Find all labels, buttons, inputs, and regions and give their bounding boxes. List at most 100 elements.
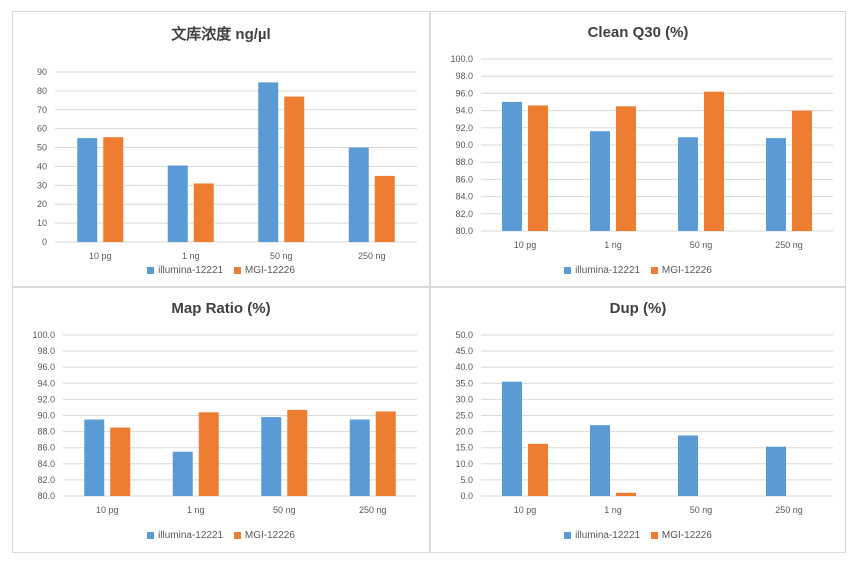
x-tick-label: 1 ng (182, 251, 200, 261)
y-tick-label: 94.0 (37, 378, 55, 388)
y-tick-label: 90.0 (37, 411, 55, 421)
y-tick-label: 30 (37, 180, 47, 190)
bar-mgi (193, 183, 214, 242)
bar-mgi (528, 443, 548, 496)
y-tick-label: 92.0 (37, 394, 55, 404)
bar-mgi (704, 91, 724, 232)
bar-illumina (349, 419, 370, 496)
legend-swatch (564, 532, 572, 539)
chart-legend: illumina-12221 MGI-12226 (431, 530, 845, 542)
bar-mgi (284, 96, 305, 242)
y-tick-label: 20 (37, 199, 47, 209)
y-tick-label: 50 (37, 143, 47, 153)
y-tick-label: 35.0 (455, 378, 473, 388)
bar-mgi (616, 492, 636, 496)
y-tick-label: 82.0 (37, 475, 55, 485)
y-tick-label: 82.0 (455, 209, 473, 219)
y-tick-label: 20.0 (455, 427, 473, 437)
bar-illumina (77, 138, 98, 242)
x-tick-label: 50 ng (273, 505, 296, 515)
bar-illumina (261, 417, 282, 496)
legend-item-illumina: illumina-12221 (564, 530, 640, 541)
y-tick-label: 0 (42, 237, 47, 247)
y-tick-label: 100.0 (32, 330, 55, 340)
y-tick-label: 98.0 (37, 346, 55, 356)
x-tick-label: 10 pg (514, 505, 537, 515)
bar-illumina (84, 419, 105, 496)
x-tick-label: 1 ng (604, 240, 622, 250)
y-tick-label: 15.0 (455, 443, 473, 453)
bar-mgi (287, 409, 308, 496)
y-tick-label: 84.0 (455, 192, 473, 202)
y-tick-label: 80.0 (455, 226, 473, 236)
chart-panel-clean-q30: Clean Q30 (%) 80.0 82.0 84.0 86.0 88.0 90.0 92… (430, 11, 846, 287)
y-tick-label: 98.0 (455, 71, 473, 81)
x-tick-label: 50 ng (690, 505, 713, 515)
chart-plot: 0.0 5.0 10.0 15.0 20.0 25.0 30.0 35.0 40.0 45.0 50… (455, 330, 833, 515)
y-tick-label: 86.0 (37, 443, 55, 453)
bar-illumina (766, 446, 786, 496)
bar-mgi (103, 137, 124, 242)
bar-illumina (258, 82, 279, 242)
bar-mgi (792, 110, 812, 231)
bar-mgi (616, 106, 636, 231)
y-tick-label: 86.0 (455, 174, 473, 184)
x-tick-label: 1 ng (604, 505, 622, 515)
x-tick-label: 250 ng (359, 505, 387, 515)
bar-mgi (198, 412, 219, 496)
chart-title: Dup (%) (609, 300, 667, 317)
chart-plot: 0 10 20 30 40 50 60 70 80 90 10 pg 1 ng 50 ng 250 ng (37, 67, 417, 261)
y-tick-label: 10.0 (455, 459, 473, 469)
legend-label: illumina-12221 (158, 530, 224, 541)
bar-illumina (172, 451, 193, 496)
bar-illumina (678, 435, 698, 496)
bar-illumina (590, 131, 610, 231)
legend-swatch (233, 532, 241, 539)
y-tick-label: 80.0 (37, 491, 55, 501)
bar-mgi (528, 105, 548, 231)
bar-illumina (502, 102, 522, 231)
y-tick-label: 84.0 (37, 459, 55, 469)
chart-legend: illumina-12221 MGI-12226 (13, 530, 429, 542)
y-tick-label: 60 (37, 124, 47, 134)
chart-plot: 80.0 82.0 84.0 86.0 88.0 90.0 92.0 94.0 96.0 98.0… (450, 54, 833, 250)
chart-panel-library-concentration: 文库浓度 ng/µl 0 10 20 30 40 50 60 70 80 90 10 pg 1 ng 5… (12, 11, 430, 287)
legend-item-mgi: MGI-12226 (650, 265, 712, 276)
bar-mgi (375, 411, 396, 496)
legend-swatch (650, 267, 658, 274)
chart-title: Map Ratio (%) (171, 300, 271, 317)
bar-mgi (110, 427, 131, 496)
x-tick-label: 10 pg (96, 505, 119, 515)
legend-label: MGI-12226 (244, 265, 295, 276)
chart-panel-dup: Dup (%) 0.0 5.0 10.0 15.0 20.0 25.0 30.0 35.0 40… (430, 287, 846, 553)
x-tick-label: 250 ng (775, 240, 803, 250)
chart-plot: 80.0 82.0 84.0 86.0 88.0 90.0 92.0 94.0 96.0 98.0… (32, 330, 417, 515)
legend-item-mgi: MGI-12226 (233, 530, 295, 541)
y-tick-label: 92.0 (455, 123, 473, 133)
x-tick-label: 250 ng (358, 251, 386, 261)
y-tick-label: 80 (37, 86, 47, 96)
legend-swatch (650, 532, 658, 539)
y-tick-label: 70 (37, 105, 47, 115)
x-tick-label: 1 ng (187, 505, 205, 515)
legend-label: illumina-12221 (575, 530, 641, 541)
legend-label: MGI-12226 (244, 530, 295, 541)
legend-item-illumina: illumina-12221 (147, 265, 223, 276)
legend-swatch (564, 267, 572, 274)
legend-item-illumina: illumina-12221 (564, 265, 640, 276)
legend-label: MGI-12226 (661, 530, 712, 541)
legend-label: MGI-12226 (661, 265, 712, 276)
y-tick-label: 88.0 (37, 427, 55, 437)
y-tick-label: 40 (37, 161, 47, 171)
y-tick-label: 94.0 (455, 106, 473, 116)
bar-illumina (766, 138, 786, 231)
y-tick-label: 10 (37, 218, 47, 228)
chart-panel-map-ratio: Map Ratio (%) 80.0 82.0 84.0 86.0 88.0 90.0 92… (12, 287, 430, 553)
x-tick-label: 250 ng (775, 505, 803, 515)
y-tick-label: 25.0 (455, 411, 473, 421)
y-tick-label: 45.0 (455, 346, 473, 356)
chart-title: 文库浓度 ng/µl (171, 26, 271, 43)
bar-illumina (348, 147, 369, 242)
y-tick-label: 96.0 (455, 88, 473, 98)
chart-legend: illumina-12221 MGI-12226 (431, 265, 845, 277)
